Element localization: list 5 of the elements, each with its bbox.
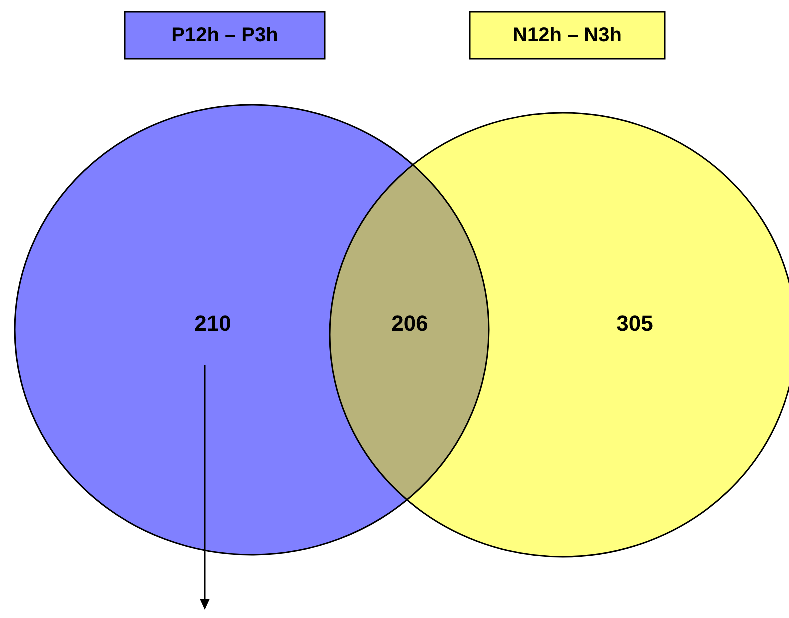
category-label: P12h – P3h — [172, 24, 278, 47]
data-label: 206 — [392, 311, 428, 336]
category-label: N12h – N3h — [513, 24, 622, 47]
data-label: 305 — [616, 311, 654, 336]
data-label: 210 — [194, 311, 232, 336]
